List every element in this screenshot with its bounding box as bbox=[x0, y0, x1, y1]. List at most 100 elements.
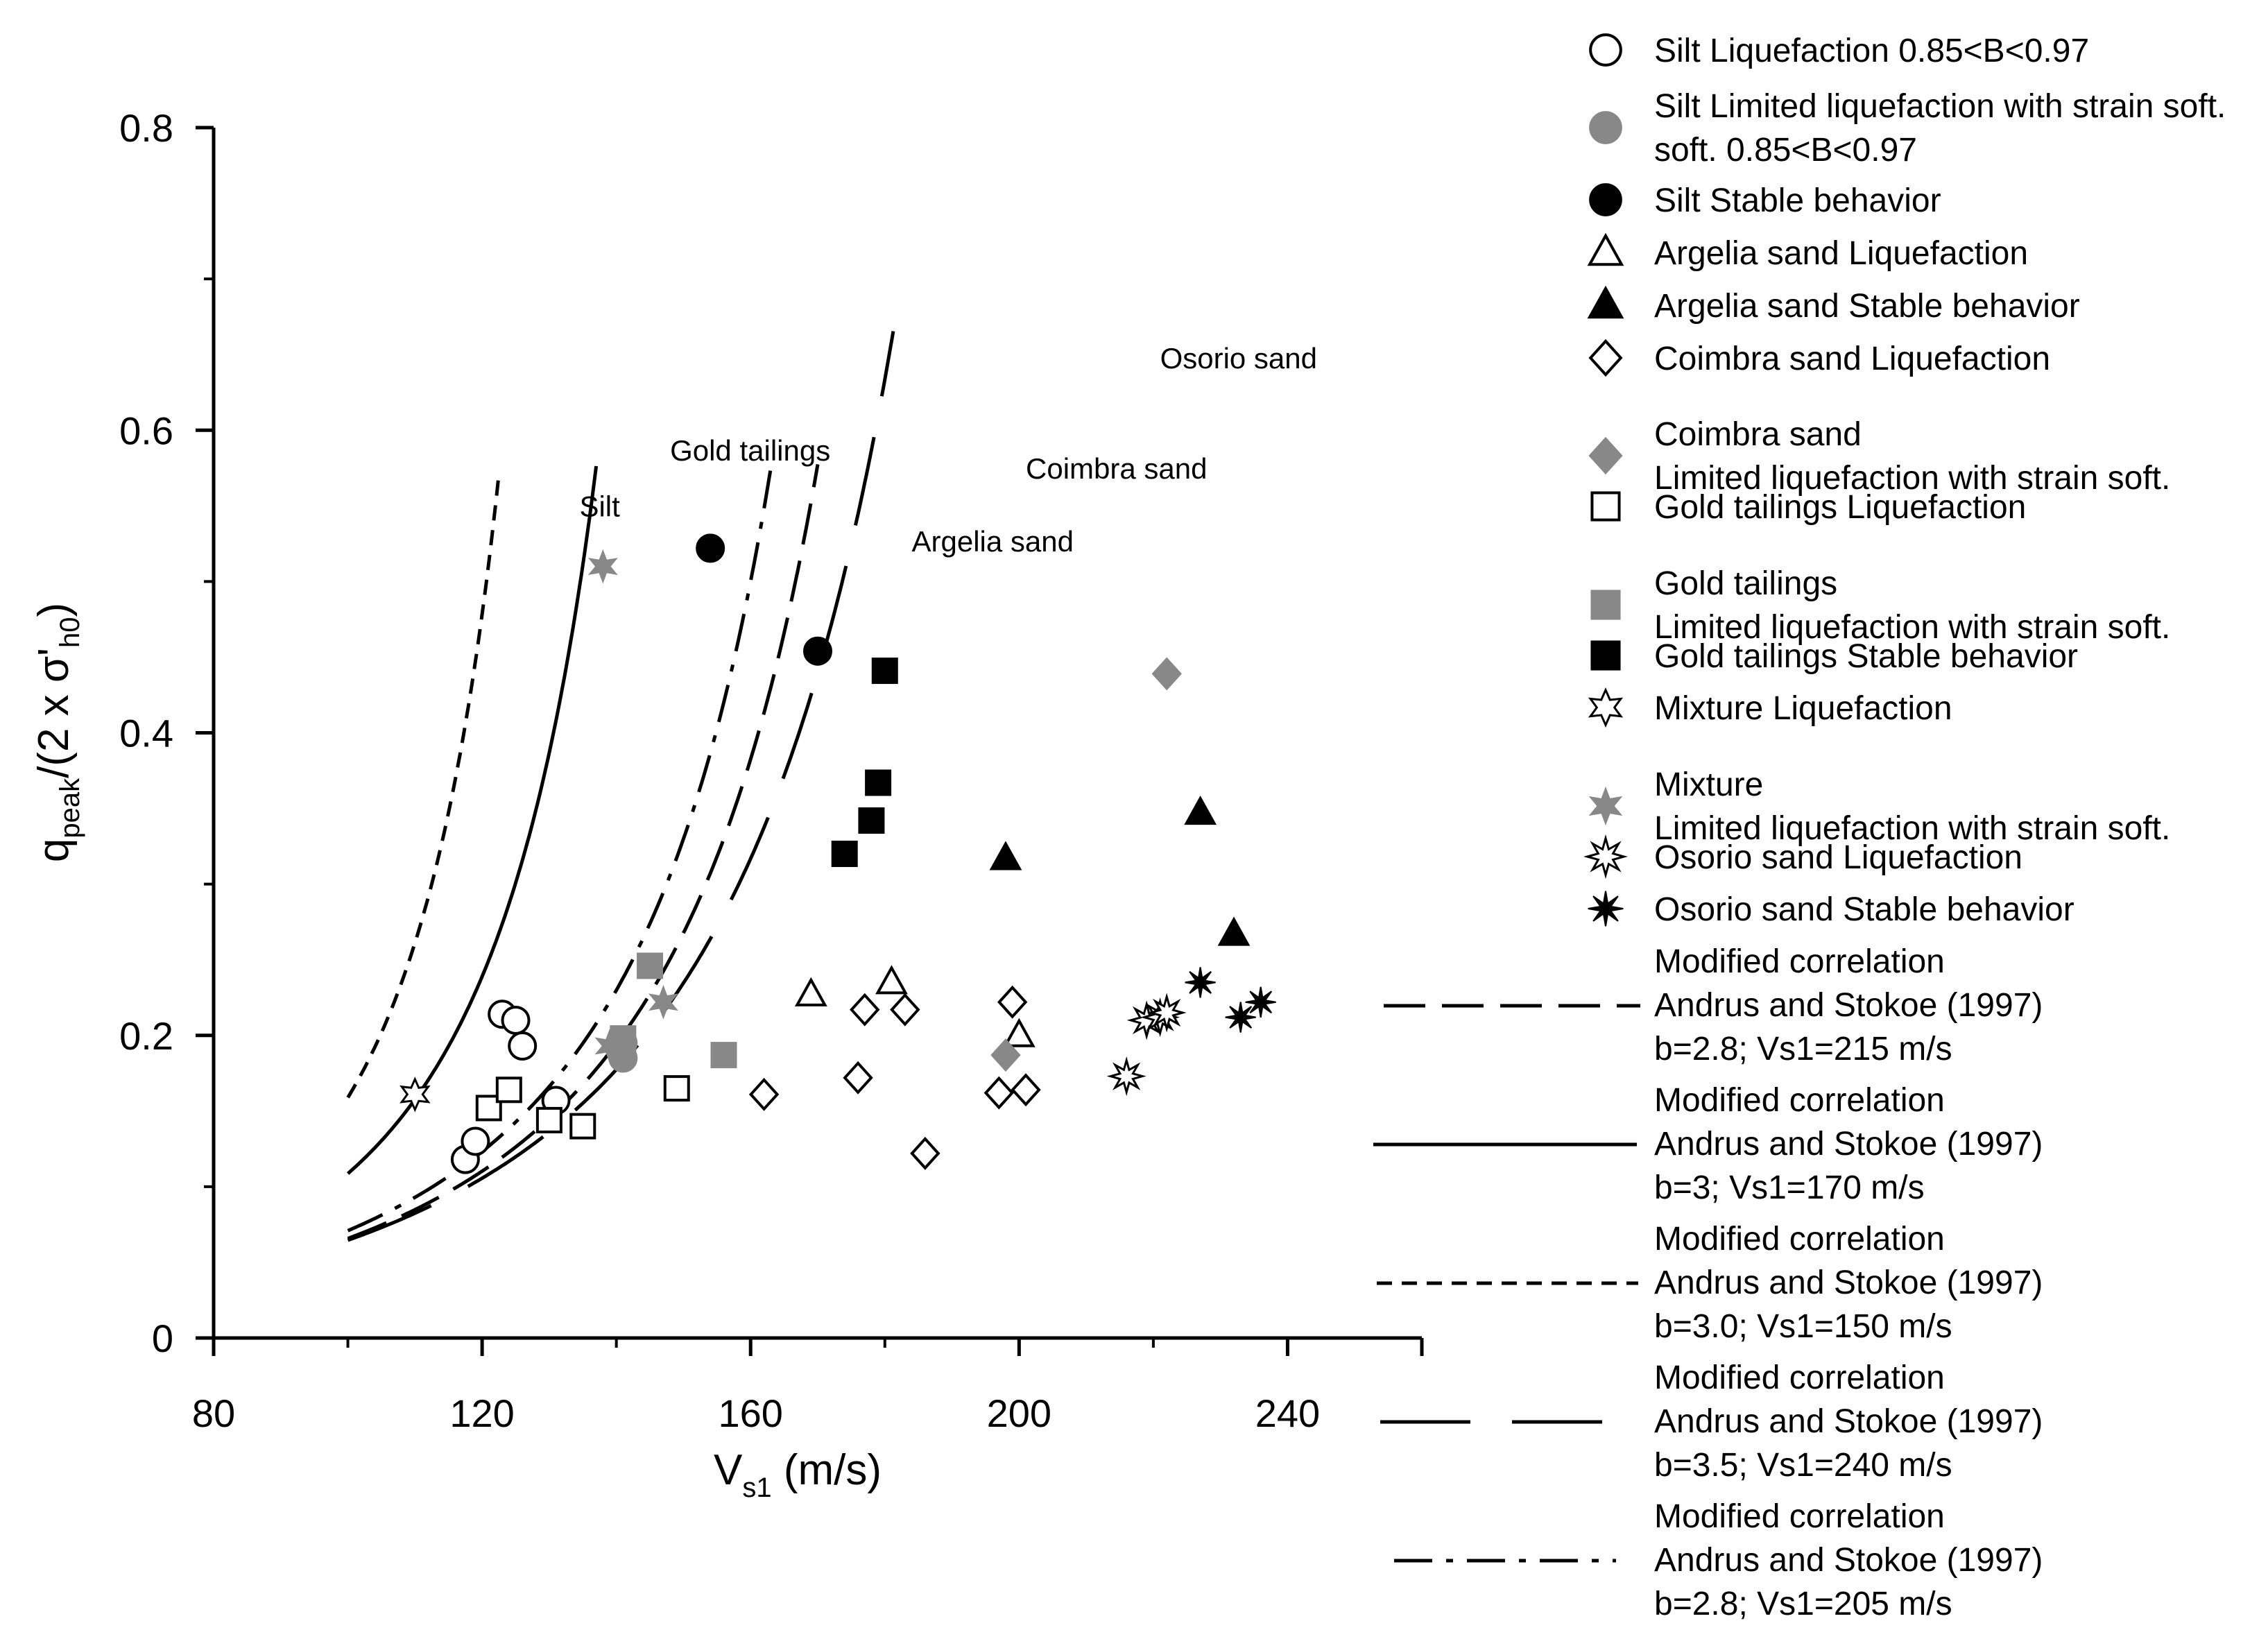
legend-label-mixture-limited-liquefaction-with-strain-soft: Limited liquefaction with strain soft. bbox=[1654, 810, 2170, 847]
data-point-mixture-limited-liquefaction-with-strain-soft bbox=[587, 549, 618, 584]
data-point-silt-liquefaction-0-85-b-0-97 bbox=[501, 1005, 531, 1035]
legend-label-mixture-liquefaction: Mixture Liquefaction bbox=[1654, 690, 1952, 727]
legend-marker-silt-liquefaction-0-85-b-0-97 bbox=[1589, 33, 1622, 67]
x-tick-label: 200 bbox=[987, 1391, 1051, 1435]
x-axis-title-main: V bbox=[714, 1446, 743, 1494]
data-point-coimbra-sand-liquefaction bbox=[910, 1136, 940, 1170]
data-point-gold-tailings-liquefaction bbox=[475, 1095, 502, 1122]
legend-correlation-label: Andrus and Stokoe (1997) bbox=[1654, 1264, 2043, 1301]
legend-correlation-label: b=3.5; Vs1=240 m/s bbox=[1654, 1447, 1952, 1484]
y-axis-title-close: ) bbox=[30, 603, 78, 617]
data-point-gold-tailings-liquefaction bbox=[569, 1113, 596, 1140]
legend-correlation-label: Andrus and Stokoe (1997) bbox=[1654, 1403, 2043, 1440]
legend-label-silt-liquefaction-0-85-b-0-97: Silt Liquefaction 0.85<B<0.97 bbox=[1654, 33, 2089, 69]
legend-label-gold-tailings-stable-behavior: Gold tailings Stable behavior bbox=[1654, 638, 2078, 675]
y-axis-title-q: q bbox=[30, 839, 78, 862]
data-points bbox=[400, 533, 1276, 1174]
x-axis-title-sub: s1 bbox=[742, 1473, 771, 1503]
data-point-gold-tailings-liquefaction bbox=[495, 1076, 522, 1104]
legend-correlation-label: Andrus and Stokoe (1997) bbox=[1654, 1542, 2043, 1579]
y-tick-label: 0.6 bbox=[119, 409, 173, 452]
legend-label-coimbra-sand-limited-liquefaction-with-strain-soft: Coimbra sand bbox=[1654, 416, 1862, 453]
legend-correlation-label: Modified correlation bbox=[1654, 943, 1945, 980]
legend-marker-osorio-sand-stable-behavior bbox=[1588, 891, 1624, 927]
legend-correlation-label: Andrus and Stokoe (1997) bbox=[1654, 1126, 2043, 1163]
data-point-gold-tailings-limited-liquefaction-with-strain-soft bbox=[710, 1042, 737, 1069]
data-point-argelia-sand-stable-behavior bbox=[989, 841, 1022, 870]
data-point-silt-liquefaction-0-85-b-0-97 bbox=[461, 1126, 490, 1156]
curve-argelia-sand bbox=[347, 467, 773, 1233]
legend-marker-coimbra-sand-limited-liquefaction-with-strain-soft bbox=[1588, 436, 1623, 475]
legend-label-silt-limited-liquefaction-with-strain-soft-0-85-b-0-97: Silt Limited liquefaction with strain so… bbox=[1654, 88, 2226, 125]
data-point-gold-tailings-liquefaction bbox=[535, 1106, 562, 1133]
legend-correlation-label: b=3; Vs1=170 m/s bbox=[1654, 1169, 1925, 1206]
data-point-osorio-sand-stable-behavior bbox=[1245, 986, 1276, 1018]
legend-label-silt-stable-behavior: Silt Stable behavior bbox=[1654, 182, 1941, 219]
legend: Silt Liquefaction 0.85<B<0.97 Silt Limite… bbox=[1373, 33, 2226, 1622]
y-tick-label: 0.4 bbox=[119, 712, 173, 755]
data-point-coimbra-sand-liquefaction bbox=[997, 985, 1028, 1019]
legend-marker-mixture-liquefaction bbox=[1588, 687, 1624, 728]
data-point-silt-stable-behavior bbox=[696, 533, 725, 563]
legend-marker-silt-stable-behavior bbox=[1589, 183, 1622, 216]
data-point-silt-liquefaction-0-85-b-0-97 bbox=[508, 1031, 538, 1061]
legend-label-osorio-sand-stable-behavior: Osorio sand Stable behavior bbox=[1654, 891, 2074, 928]
data-point-mixture-limited-liquefaction-with-strain-soft bbox=[648, 984, 678, 1020]
legend-marker-gold-tailings-liquefaction bbox=[1590, 491, 1621, 522]
legend-label-argelia-sand-stable-behavior: Argelia sand Stable behavior bbox=[1654, 288, 2080, 325]
x-tick-label: 80 bbox=[192, 1391, 235, 1435]
data-point-gold-tailings-limited-liquefaction-with-strain-soft bbox=[637, 952, 664, 979]
y-axis-title: qpeak/(2 x σ'h0) bbox=[30, 603, 85, 862]
curve-gold-tailings bbox=[346, 465, 599, 1175]
data-point-coimbra-sand-limited-liquefaction-with-strain-soft bbox=[990, 1038, 1021, 1072]
data-point-coimbra-sand-liquefaction bbox=[983, 1076, 1014, 1110]
curve-coimbra-sand bbox=[347, 463, 820, 1240]
x-tick-label: 240 bbox=[1255, 1391, 1320, 1435]
data-point-coimbra-sand-liquefaction bbox=[1011, 1073, 1041, 1107]
legend-marker-mixture-limited-liquefaction-with-strain-soft bbox=[1588, 786, 1623, 826]
data-point-gold-tailings-stable-behavior bbox=[858, 807, 885, 834]
data-point-coimbra-sand-liquefaction bbox=[850, 993, 880, 1027]
data-point-coimbra-sand-liquefaction bbox=[748, 1077, 780, 1111]
legend-correlation-label: Modified correlation bbox=[1654, 1498, 1945, 1535]
data-point-osorio-sand-liquefaction bbox=[1146, 993, 1187, 1033]
data-point-gold-tailings-stable-behavior bbox=[831, 841, 858, 867]
data-point-silt-stable-behavior bbox=[803, 636, 832, 666]
legend-marker-gold-tailings-stable-behavior bbox=[1590, 640, 1621, 671]
data-point-mixture-liquefaction bbox=[400, 1076, 431, 1113]
data-point-coimbra-sand-liquefaction bbox=[890, 993, 920, 1027]
curve-silt bbox=[346, 474, 501, 1099]
data-point-argelia-sand-stable-behavior bbox=[1217, 916, 1251, 946]
legend-correlation-label: Andrus and Stokoe (1997) bbox=[1654, 987, 2043, 1024]
legend-correlation-label: Modified correlation bbox=[1654, 1221, 1945, 1258]
data-point-argelia-sand-stable-behavior bbox=[1184, 795, 1217, 825]
data-point-coimbra-sand-limited-liquefaction-with-strain-soft bbox=[1151, 657, 1182, 691]
legend-correlation-label: b=2.8; Vs1=215 m/s bbox=[1654, 1031, 1952, 1067]
legend-label-mixture-limited-liquefaction-with-strain-soft: Mixture bbox=[1654, 766, 1763, 803]
curve-label-argelia-sand: Argelia sand bbox=[911, 525, 1073, 558]
legend-marker-argelia-sand-stable-behavior bbox=[1587, 285, 1624, 319]
legend-label-gold-tailings-limited-liquefaction-with-strain-soft: Gold tailings bbox=[1654, 565, 1837, 602]
curve-label-silt: Silt bbox=[579, 490, 620, 523]
legend-label-gold-tailings-limited-liquefaction-with-strain-soft: Limited liquefaction with strain soft. bbox=[1654, 609, 2170, 646]
data-point-argelia-sand-liquefaction bbox=[794, 977, 827, 1006]
legend-correlation-label: b=3.0; Vs1=150 m/s bbox=[1654, 1308, 1952, 1345]
curve-osorio-sand bbox=[347, 331, 895, 1242]
legend-marker-coimbra-sand-liquefaction bbox=[1588, 338, 1623, 377]
y-tick-label: 0 bbox=[152, 1316, 173, 1360]
legend-marker-gold-tailings-limited-liquefaction-with-strain-soft bbox=[1590, 590, 1621, 620]
x-tick-label: 160 bbox=[719, 1391, 783, 1435]
legend-marker-argelia-sand-liquefaction bbox=[1587, 232, 1624, 266]
legend-label-gold-tailings-liquefaction: Gold tailings Liquefaction bbox=[1654, 489, 2026, 526]
legend-marker-osorio-sand-liquefaction bbox=[1583, 834, 1628, 880]
data-point-osorio-sand-stable-behavior bbox=[1225, 1002, 1256, 1033]
data-point-gold-tailings-stable-behavior bbox=[871, 658, 898, 685]
legend-label-coimbra-sand-liquefaction: Coimbra sand Liquefaction bbox=[1654, 341, 2050, 377]
legend-correlation-label: Modified correlation bbox=[1654, 1359, 1945, 1396]
legend-correlation-label: Modified correlation bbox=[1654, 1082, 1945, 1119]
data-point-gold-tailings-stable-behavior bbox=[865, 769, 892, 796]
data-point-coimbra-sand-liquefaction bbox=[843, 1061, 873, 1095]
y-tick-label: 0.8 bbox=[119, 106, 173, 150]
legend-label-argelia-sand-liquefaction: Argelia sand Liquefaction bbox=[1654, 235, 2028, 272]
